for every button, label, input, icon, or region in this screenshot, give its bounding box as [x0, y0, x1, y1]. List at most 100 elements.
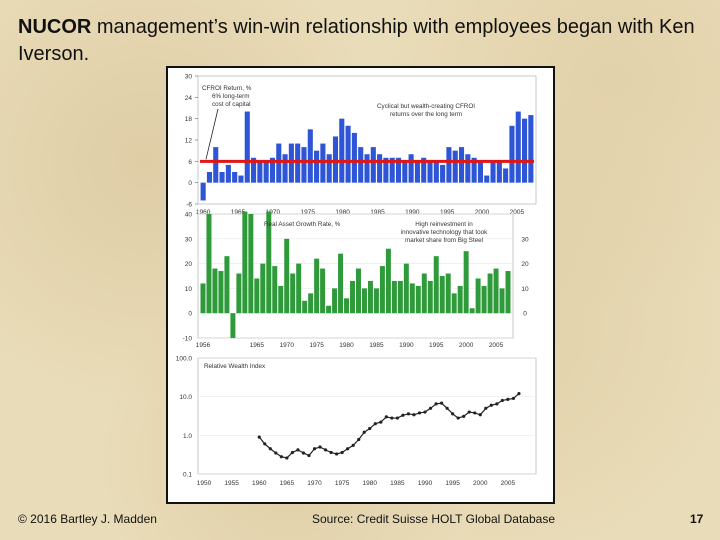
- cfroi-bar: [370, 147, 376, 183]
- growth-bar: [361, 288, 367, 314]
- growth-bar: [493, 268, 499, 314]
- wealth-point: [473, 411, 477, 415]
- wealth-point: [412, 413, 416, 417]
- cfroi-bar: [433, 161, 439, 183]
- growth-right-y-tick-label: 30: [521, 236, 529, 243]
- wealth-point: [351, 443, 355, 447]
- growth-x-tick-label: 1985: [369, 342, 384, 349]
- growth-bar: [481, 285, 487, 314]
- wealth-point: [384, 415, 388, 419]
- growth-x-tick-label: 1975: [309, 342, 324, 349]
- growth-annotation-title: Real Asset Growth Rate, %: [264, 221, 341, 228]
- growth-bar: [427, 280, 433, 314]
- growth-bar: [499, 288, 505, 314]
- cfroi-bar: [219, 172, 225, 183]
- chart-svg: -6 0 6 12 18 24 30 1960 1965 1970 1975 1980 1985 1990…: [176, 74, 537, 487]
- wealth-point: [406, 412, 411, 416]
- wealth-point: [335, 452, 339, 456]
- cfroi-bar: [477, 161, 483, 183]
- cfroi-bar: [269, 157, 276, 183]
- growth-bar: [320, 268, 326, 314]
- growth-bar: [439, 276, 445, 314]
- cfroi-bar: [251, 157, 257, 183]
- cfroi-bar: [521, 118, 528, 183]
- growth-bar: [457, 285, 463, 314]
- page-number: 17: [690, 512, 704, 526]
- wealth-point: [285, 456, 289, 460]
- cfroi-bar: [389, 157, 395, 183]
- wealth-x-tick-label: 1950: [197, 480, 212, 487]
- cfroi-x-tick-label: 1995: [440, 209, 455, 216]
- title-rest: management’s win-win relationship with e…: [18, 16, 695, 65]
- growth-right-y-tick-label: 10: [521, 286, 529, 293]
- growth-bar: [397, 280, 403, 314]
- cfroi-bar: [339, 118, 345, 183]
- cfroi-bar: [276, 143, 282, 183]
- growth-bar: [350, 280, 355, 314]
- slide-title: NUCOR management’s win-win relationship …: [18, 14, 708, 68]
- cfroi-bar: [421, 157, 427, 183]
- growth-bar: [338, 253, 344, 314]
- cfroi-bar: [377, 154, 383, 183]
- cfroi-bar: [320, 143, 326, 183]
- growth-bar: [487, 273, 493, 314]
- wealth-point: [467, 410, 471, 414]
- growth-bar: [385, 248, 391, 314]
- annotation-arrow: [205, 108, 219, 160]
- wealth-point: [340, 450, 344, 455]
- cfroi-bar: [314, 150, 320, 183]
- wealth-point: [451, 412, 455, 416]
- wealth-point: [301, 451, 306, 455]
- wealth-point: [279, 455, 283, 459]
- growth-bar: [332, 288, 338, 314]
- wealth-point: [517, 392, 521, 396]
- growth-bar: [224, 256, 230, 314]
- wealth-point: [423, 410, 427, 414]
- cfroi-bar: [471, 157, 477, 183]
- cfroi-x-tick-label: 1970: [266, 209, 281, 216]
- source-text: Source: Credit Suisse HOLT Global Databa…: [312, 512, 556, 526]
- growth-bar: [505, 271, 511, 314]
- wealth-x-tick-label: 1970: [307, 480, 322, 487]
- cfroi-bar: [206, 172, 213, 183]
- cfroi-bar: [307, 129, 313, 183]
- wealth-point: [500, 398, 504, 403]
- wealth-x-tick-label: 1975: [335, 480, 350, 487]
- wealth-point: [368, 426, 372, 431]
- wealth-point: [506, 397, 510, 401]
- cfroi-bar: [225, 164, 231, 183]
- wealth-x-tick-label: 1990: [418, 480, 433, 487]
- growth-annotation-reinvestment: High reinvestment in: [415, 221, 473, 228]
- growth-bar: [230, 313, 236, 338]
- cfroi-bar: [440, 164, 446, 183]
- cfroi-x-tick-label: 1965: [231, 209, 246, 216]
- cfroi-x-tick-label: 1960: [196, 209, 211, 216]
- wealth-point: [439, 401, 444, 405]
- wealth-x-tick-label: 1995: [445, 480, 460, 487]
- growth-bar: [242, 211, 248, 314]
- growth-bar: [212, 268, 218, 314]
- growth-bar: [356, 268, 361, 314]
- wealth-point: [263, 442, 267, 446]
- cfroi-bar: [383, 157, 389, 183]
- growth-bar: [451, 293, 457, 314]
- growth-bar: [248, 214, 254, 314]
- growth-bar: [260, 263, 266, 314]
- cfroi-bar: [332, 136, 339, 183]
- cfroi-x-tick-label: 1975: [301, 209, 316, 216]
- wealth-point: [329, 450, 333, 455]
- growth-right-y-tick-label: 20: [521, 261, 529, 268]
- cfroi-bar: [200, 182, 206, 201]
- wealth-point: [362, 430, 366, 434]
- growth-bar: [308, 293, 314, 314]
- growth-x-tick-label: 1980: [339, 342, 354, 349]
- growth-bar: [254, 278, 260, 314]
- growth-bar: [379, 266, 385, 314]
- cfroi-bar: [263, 161, 269, 183]
- wealth-point: [290, 450, 295, 455]
- wealth-point: [428, 406, 433, 410]
- cfroi-y-tick-label: 18: [185, 116, 193, 123]
- cfroi-x-tick-label: 1990: [405, 209, 420, 216]
- wealth-point: [445, 406, 449, 410]
- growth-x-tick-label: 1956: [196, 342, 211, 349]
